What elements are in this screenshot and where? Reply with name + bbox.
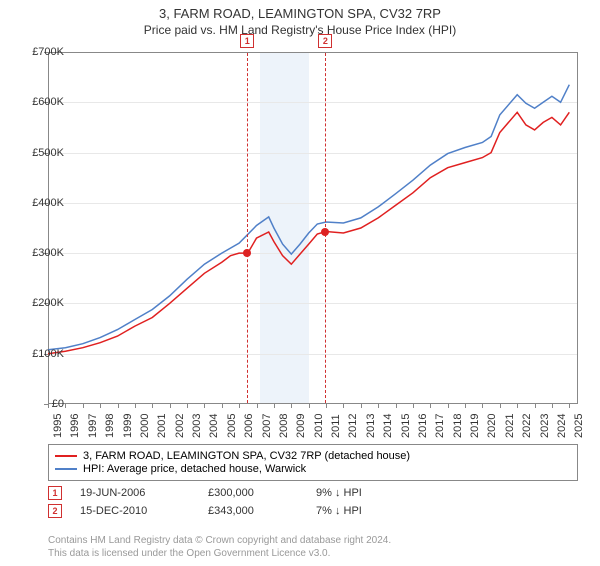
x-tick-label: 2016 [417,414,429,438]
y-tick-label: £100K [32,348,64,360]
y-tick-label: £600K [32,96,64,108]
x-tick-label: 2015 [400,414,412,438]
x-tick-label: 2014 [382,414,394,438]
legend-item: HPI: Average price, detached house, Warw… [55,463,571,475]
sales-row: 1 19-JUN-2006 £300,000 9% ↓ HPI [48,486,578,500]
sale-dot [243,249,251,257]
page-subtitle: Price paid vs. HM Land Registry's House … [0,23,600,37]
footer-line1: Contains HM Land Registry data © Crown c… [48,534,391,547]
sale-marker-2: 2 [318,34,332,48]
x-tick-label: 2000 [139,414,151,438]
legend-label: HPI: Average price, detached house, Warw… [83,463,306,475]
x-tick-label: 1996 [69,414,81,438]
sales-date: 19-JUN-2006 [80,487,190,499]
x-tick-label: 2009 [295,414,307,438]
y-tick-label: £200K [32,297,64,309]
x-tick-label: 2022 [521,414,533,438]
x-tick-label: 2025 [573,414,585,438]
chart-area: 12 [48,52,578,404]
x-tick-label: 2017 [434,414,446,438]
sales-price: £300,000 [208,487,298,499]
x-tick-label: 2021 [504,414,516,438]
x-tick-label: 2006 [243,414,255,438]
x-tick-label: 2011 [330,414,342,438]
x-tick-label: 1997 [87,414,99,438]
legend-item: 3, FARM ROAD, LEAMINGTON SPA, CV32 7RP (… [55,450,571,462]
legend-swatch [55,455,77,457]
x-tick-label: 2019 [469,414,481,438]
x-tick-label: 2018 [452,414,464,438]
sales-date: 15-DEC-2010 [80,505,190,517]
sales-table: 1 19-JUN-2006 £300,000 9% ↓ HPI 2 15-DEC-2010… [48,486,578,522]
x-tick-label: 2007 [261,414,273,438]
sales-row: 2 15-DEC-2010 £343,000 7% ↓ HPI [48,504,578,518]
sales-marker: 2 [48,504,62,518]
sale-dot [321,228,329,236]
x-tick-label: 1999 [122,414,134,438]
x-tick-label: 2010 [313,414,325,438]
y-tick-label: £500K [32,147,64,159]
x-tick-label: 2012 [347,414,359,438]
x-tick-label: 2004 [208,414,220,438]
footer-attribution: Contains HM Land Registry data © Crown c… [48,534,391,560]
sales-price: £343,000 [208,505,298,517]
sales-diff: 7% ↓ HPI [316,505,406,517]
x-tick-label: 2023 [539,414,551,438]
legend: 3, FARM ROAD, LEAMINGTON SPA, CV32 7RP (… [48,444,578,481]
chart-lines [48,52,578,404]
sale-vline [247,53,248,403]
y-tick-label: £0 [52,398,64,410]
x-tick-label: 2003 [191,414,203,438]
sales-diff: 9% ↓ HPI [316,487,406,499]
sale-marker-1: 1 [240,34,254,48]
x-tick-label: 1998 [104,414,116,438]
y-tick-label: £300K [32,247,64,259]
x-tick-label: 2005 [226,414,238,438]
legend-swatch [55,468,77,470]
page-title: 3, FARM ROAD, LEAMINGTON SPA, CV32 7RP [0,6,600,21]
x-tick-label: 2024 [556,414,568,438]
x-tick-label: 2002 [174,414,186,438]
legend-label: 3, FARM ROAD, LEAMINGTON SPA, CV32 7RP (… [83,450,410,462]
x-tick-label: 2020 [486,414,498,438]
y-tick-label: £700K [32,46,64,58]
x-tick-label: 1995 [52,414,64,438]
sales-marker: 1 [48,486,62,500]
x-tick-label: 2013 [365,414,377,438]
x-tick-label: 2008 [278,414,290,438]
series-hpi [48,85,569,350]
y-tick-label: £400K [32,197,64,209]
footer-line2: This data is licensed under the Open Gov… [48,547,391,560]
x-tick-label: 2001 [156,414,168,438]
